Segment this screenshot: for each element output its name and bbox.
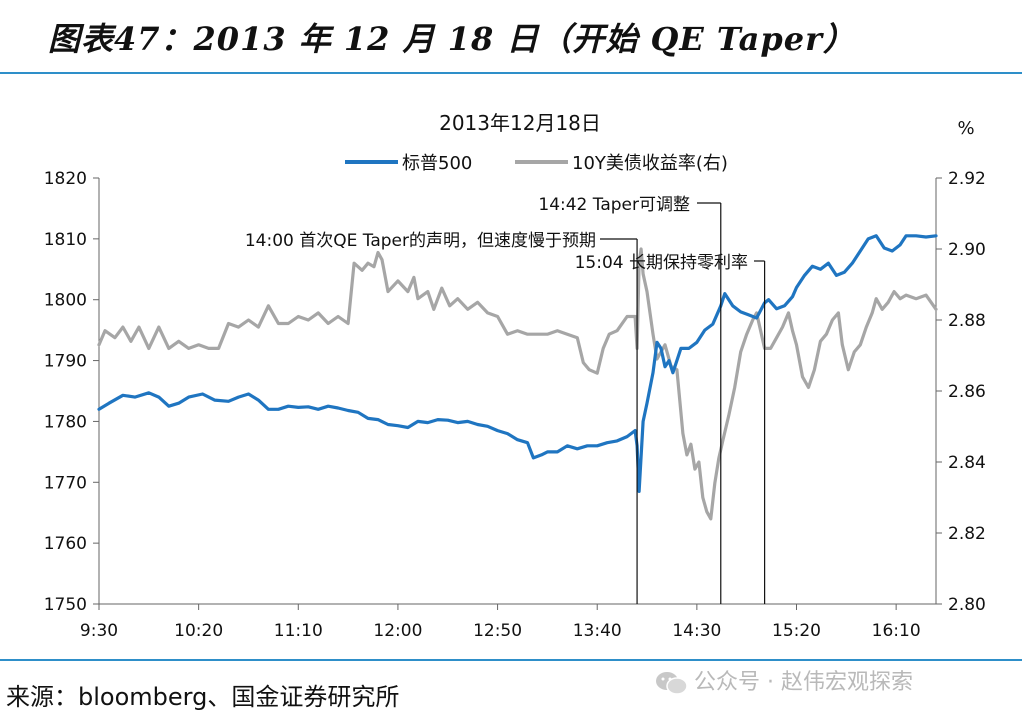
right-axis-unit: % [957, 118, 974, 139]
x-tick-label: 12:00 [373, 621, 422, 641]
left-tick-label: 1770 [44, 473, 87, 493]
series-line-spx [97, 234, 938, 493]
right-tick-label: 2.88 [948, 311, 986, 331]
x-tick-label: 13:40 [573, 621, 622, 641]
figure-title: 图表47：2013 年 12 月 18 日（开始 QE Taper） [48, 20, 856, 58]
left-tick-label: 1760 [44, 534, 87, 554]
x-tick-label: 15:20 [772, 621, 821, 641]
footer-rule [0, 659, 1022, 661]
left-tick-label: 1810 [44, 230, 87, 250]
annotation-label: 14:00 首次QE Taper的声明，但速度慢于预期 [245, 230, 596, 251]
wechat-icon [656, 672, 688, 695]
title-rule [0, 72, 1022, 74]
left-tick-label: 1790 [44, 352, 87, 372]
right-tick-label: 2.84 [948, 453, 986, 473]
x-tick-label: 9:30 [80, 621, 118, 641]
x-tick-label: 10:20 [174, 621, 223, 641]
right-tick-label: 2.86 [948, 382, 986, 402]
chart-area: 2013年12月18日 % 标普500 10Y美债收益率(右) 1820 1810… [44, 111, 986, 641]
x-tick-label: 12:50 [473, 621, 522, 641]
right-tick-label: 2.92 [948, 169, 986, 189]
legend-label-yield: 10Y美债收益率(右) [572, 153, 728, 174]
annotation-label: 15:04 长期保持零利率 [575, 253, 748, 273]
source-note: 来源：bloomberg、国金证券研究所 [6, 683, 400, 711]
legend: 标普500 10Y美债收益率(右) [345, 153, 728, 174]
watermark-text: 公众号 · 赵伟宏观探索 [694, 670, 913, 695]
legend-label-spx: 标普500 [402, 153, 472, 174]
annotations: 14:00 首次QE Taper的声明，但速度慢于预期 14:42 Taper可调… [245, 195, 766, 604]
left-tick-label: 1800 [44, 291, 87, 311]
series-layer [97, 234, 938, 521]
left-tick-label: 1750 [44, 595, 87, 615]
watermark: 公众号 · 赵伟宏观探索 [654, 664, 913, 696]
right-tick-label: 2.80 [948, 595, 986, 615]
x-tick-label: 16:10 [872, 621, 921, 641]
series-line-yield [97, 247, 938, 521]
x-tick-label: 14:30 [672, 621, 721, 641]
x-tick-label: 11:10 [274, 621, 323, 641]
right-tick-label: 2.82 [948, 524, 986, 544]
right-tick-label: 2.90 [948, 240, 986, 260]
annotation-label: 14:42 Taper可调整 [538, 195, 690, 215]
left-tick-label: 1780 [44, 412, 87, 432]
axes: 1820 1810 1800 1790 1780 1770 1760 1750 2.92 2.90… [44, 169, 986, 641]
chart-title: 2013年12月18日 [439, 111, 601, 135]
left-tick-label: 1820 [44, 169, 87, 189]
